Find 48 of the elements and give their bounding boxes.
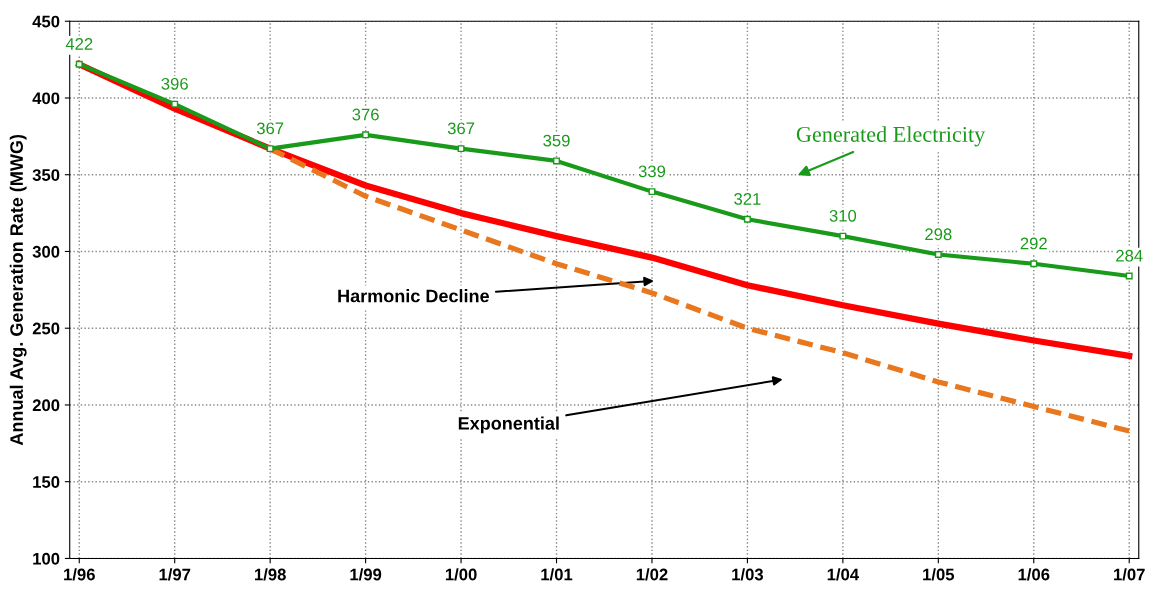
point (171, 100, 179, 108)
data-label: 359 (543, 134, 570, 147)
x-tick-label: 1/99 (350, 568, 382, 581)
data-label: 367 (447, 122, 475, 135)
y-tick-label: 250 (32, 322, 60, 335)
y-tick-label: 150 (33, 476, 60, 488)
point (362, 131, 370, 139)
data-label: 376 (352, 108, 379, 121)
x-tick-label: 1/96 (64, 568, 95, 581)
y-tick-label: 200 (32, 399, 60, 412)
data-label: 310 (829, 209, 857, 222)
data-label: 339 (638, 165, 666, 178)
x-tick-label: 1/01 (541, 568, 573, 581)
x-tick-label: 1/00 (445, 568, 477, 581)
point (266, 145, 274, 153)
y-tick-label: 300 (32, 245, 60, 258)
point (75, 60, 83, 68)
data-label: 292 (1020, 237, 1047, 250)
data-label: 284 (1116, 249, 1143, 262)
x-tick-label: 1/06 (1018, 568, 1050, 581)
y-tick-label: 400 (32, 92, 60, 105)
point (648, 188, 656, 196)
annotation: Generated Electricity (796, 126, 986, 147)
data-label: 298 (925, 228, 952, 241)
y-tick-label: 450 (32, 15, 60, 28)
point (743, 215, 751, 223)
data-label: 367 (256, 122, 284, 135)
point (839, 232, 847, 240)
point (1030, 260, 1038, 268)
x-tick-label: 1/04 (827, 568, 859, 581)
y-tick-label: 100 (33, 552, 60, 565)
x-tick-label: 1/05 (923, 568, 955, 581)
x-tick-label: 1/07 (1114, 568, 1145, 581)
x-tick-label: 1/02 (636, 568, 668, 581)
point (1125, 272, 1133, 280)
data-label: 321 (734, 193, 761, 205)
y-axis-title: Annual Avg. Generation Rate (MWG) (9, 134, 27, 446)
x-tick-label: 1/03 (732, 568, 764, 581)
annotation: Exponential (458, 416, 559, 434)
point (934, 251, 942, 259)
x-tick-label: 1/98 (255, 568, 286, 581)
annotation: Harmonic Decline (338, 289, 489, 303)
y-tick-label: 350 (32, 169, 60, 181)
point (553, 157, 560, 165)
x-tick-label: 1/97 (159, 568, 191, 581)
data-label: 422 (65, 38, 93, 50)
point (457, 145, 465, 153)
data-label: 396 (161, 77, 188, 90)
